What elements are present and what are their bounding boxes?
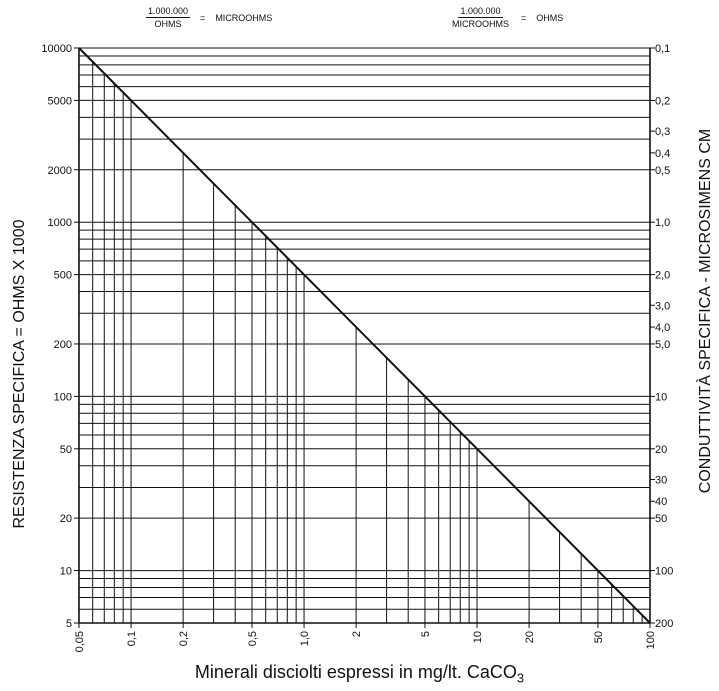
y-tick-left-label: 10000 xyxy=(41,43,72,55)
y-tick-right-label: 100 xyxy=(655,566,673,578)
x-tick-label: 0,1 xyxy=(126,631,138,646)
x-tick-label: 2 xyxy=(351,631,363,637)
x-axis-title: Minerali disciolti espressi in mg/lt. Ca… xyxy=(0,662,719,686)
y-tick-right-label: 1,0 xyxy=(655,217,670,229)
y-tick-right-label: 10 xyxy=(655,391,667,403)
formula-left: 1.000.000 OHMS = MICROOHMS xyxy=(146,6,272,29)
x-tick-label: 0,2 xyxy=(178,631,190,646)
y-tick-right-label: 0,5 xyxy=(655,165,670,177)
x-tick-label: 100 xyxy=(645,631,657,649)
y-tick-left-label: 5 xyxy=(66,618,72,630)
x-tick-label: 20 xyxy=(524,631,536,643)
formula-right-numerator: 1.000.000 xyxy=(458,6,503,18)
y-tick-right-label: 40 xyxy=(655,496,667,508)
conversion-diagonal-line xyxy=(78,47,651,624)
y-tick-left-label: 1000 xyxy=(48,217,72,229)
tick-label-layer: 1000050002000100050020010050201050,10,20… xyxy=(41,43,673,652)
formula-right-operator: = xyxy=(521,12,527,23)
y-tick-right-label: 50 xyxy=(655,513,667,525)
x-tick-label: 0,5 xyxy=(247,631,259,646)
y-tick-right-label: 0,3 xyxy=(655,126,670,138)
y-tick-left-label: 20 xyxy=(60,513,72,525)
y-tick-right-label: 200 xyxy=(655,618,673,630)
y-tick-right-label: 5,0 xyxy=(655,339,670,351)
y-tick-left-label: 500 xyxy=(54,270,72,282)
y-tick-left-label: 200 xyxy=(54,339,72,351)
formula-right-fraction: 1.000.000 MICROOHMS xyxy=(450,6,511,29)
y-tick-left-label: 2000 xyxy=(48,165,72,177)
axes-layer xyxy=(78,48,651,624)
grid-layer xyxy=(78,47,650,624)
x-tick-label: 5 xyxy=(420,631,432,637)
formula-right-denominator: MICROOHMS xyxy=(452,19,509,29)
formula-right: 1.000.000 MICROOHMS = OHMS xyxy=(450,6,563,29)
y-tick-right-label: 0,2 xyxy=(655,95,670,107)
formula-left-fraction: 1.000.000 OHMS xyxy=(146,6,191,29)
x-tick-label: 0,05 xyxy=(74,631,86,652)
y-tick-right-label: 0,1 xyxy=(655,43,670,55)
y-tick-right-label: 30 xyxy=(655,474,667,486)
series-layer xyxy=(78,47,651,624)
y-tick-left-label: 10 xyxy=(60,566,72,578)
formula-right-result: OHMS xyxy=(536,12,564,23)
y-tick-left-label: 5000 xyxy=(48,95,72,107)
x-tick-label: 50 xyxy=(593,631,605,643)
y-tick-right-label: 2,0 xyxy=(655,270,670,282)
formula-left-denominator: OHMS xyxy=(154,19,182,29)
y-tick-right-label: 3,0 xyxy=(655,300,670,312)
formula-left-operator: = xyxy=(200,12,206,23)
x-axis-title-main: Minerali disciolti espressi in mg/lt. Ca… xyxy=(194,662,517,682)
y-tick-right-label: 4,0 xyxy=(655,322,670,334)
y-tick-right-label: 0,4 xyxy=(655,148,670,160)
y-tick-right-label: 20 xyxy=(655,444,667,456)
x-axis-title-subscript: 3 xyxy=(516,670,525,686)
y-tick-left-label: 100 xyxy=(54,391,72,403)
x-tick-label: 10 xyxy=(472,631,484,643)
x-tick-label: 1,0 xyxy=(299,631,311,646)
formula-left-numerator: 1.000.000 xyxy=(146,6,191,18)
y-tick-left-label: 50 xyxy=(60,444,72,456)
formula-left-result: MICROOHMS xyxy=(215,12,273,23)
